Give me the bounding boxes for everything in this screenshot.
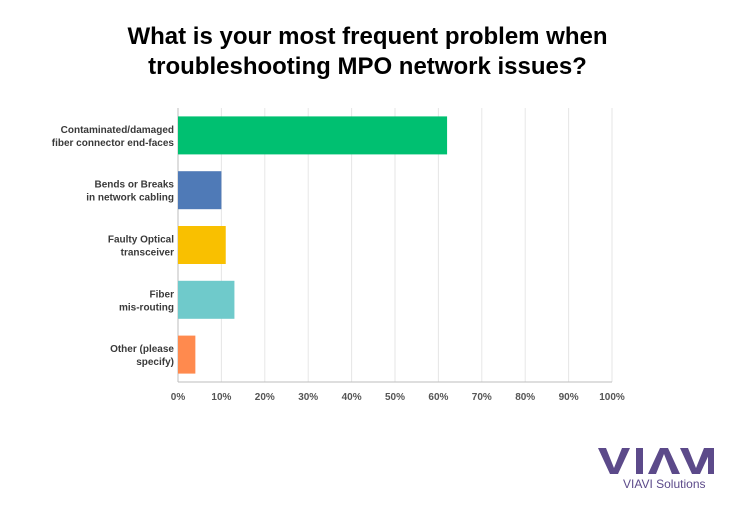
- chart-title-line-2: troubleshooting MPO network issues?: [148, 53, 587, 80]
- category-label: fiber connector end-faces: [52, 138, 175, 149]
- bar: [178, 226, 226, 264]
- x-tick-label: 50%: [385, 392, 405, 403]
- company-name: VIAVI Solutions: [623, 477, 706, 491]
- x-tick-label: 90%: [559, 392, 579, 403]
- bar: [178, 171, 222, 210]
- x-tick-label: 100%: [599, 392, 625, 403]
- category-label: Contaminated/damaged: [61, 125, 174, 136]
- category-label: Fiber: [150, 289, 175, 300]
- category-label: transceiver: [121, 248, 174, 259]
- viavi-logo: [598, 448, 714, 474]
- bar: [178, 280, 235, 319]
- category-label: specify): [136, 357, 174, 368]
- x-tick-label: 70%: [472, 392, 492, 403]
- bar: [178, 335, 196, 374]
- chart-title: What is your most frequent problem when …: [0, 22, 735, 82]
- x-tick-label: 40%: [342, 392, 362, 403]
- category-label: in network cabling: [86, 193, 174, 204]
- chart-title-line-1: What is your most frequent problem when: [127, 23, 608, 50]
- x-tick-label: 10%: [211, 392, 231, 403]
- category-label: Faulty Optical: [108, 235, 174, 246]
- x-tick-label: 30%: [298, 392, 318, 403]
- x-tick-label: 80%: [515, 392, 535, 403]
- x-tick-label: 0%: [171, 392, 186, 403]
- category-label: mis-routing: [119, 302, 174, 313]
- category-label: Other (please: [110, 344, 174, 355]
- x-tick-label: 60%: [428, 392, 448, 403]
- bar: [178, 116, 448, 155]
- category-label: Bends or Breaks: [95, 180, 175, 191]
- x-tick-label: 20%: [255, 392, 275, 403]
